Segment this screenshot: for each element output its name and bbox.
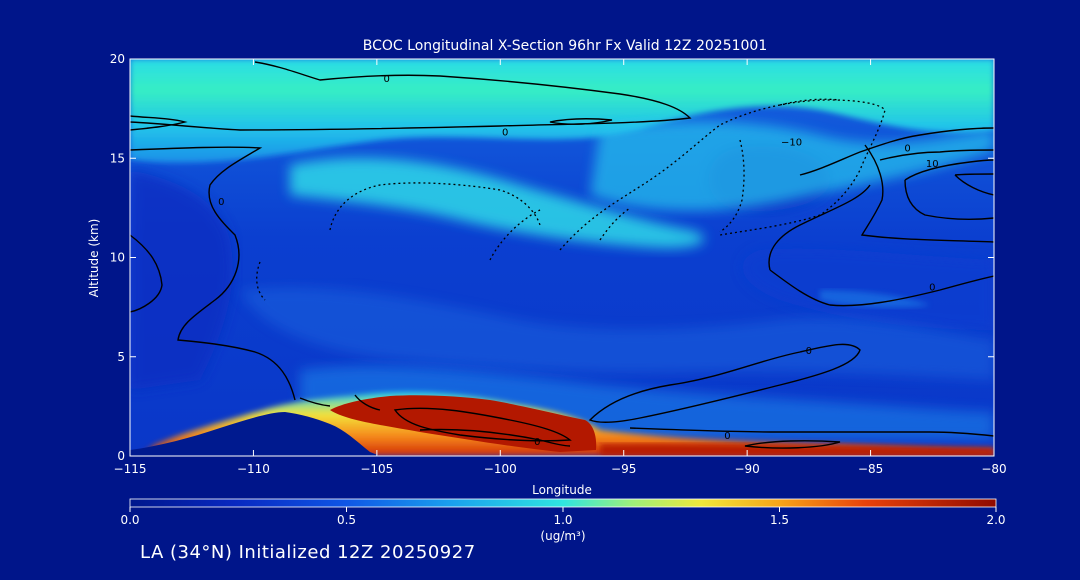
contour-label: 0 <box>806 346 812 357</box>
y-axis-label: Altitude (km) <box>87 219 101 298</box>
x-tick-label: −95 <box>611 462 636 476</box>
contour-line <box>588 343 861 423</box>
contour-line <box>549 117 613 125</box>
y-tick-label: 15 <box>110 151 125 165</box>
x-tick-label: −80 <box>981 462 1006 476</box>
contour-line <box>130 234 163 313</box>
colorbar-ramp <box>129 498 997 508</box>
contour-line <box>299 394 381 411</box>
contour-labels: 0 0 0 −10 0 10 0 0 0 0 <box>218 74 939 448</box>
contour-line <box>599 207 631 241</box>
contour-label: 0 <box>929 282 935 293</box>
colorbar-tick-label: 1.0 <box>553 513 572 527</box>
x-axis: −115 −110 −105 −100 −95 −90 −85 −80 <box>114 59 1007 476</box>
contour-line <box>329 182 541 231</box>
contour-label: −10 <box>781 137 802 148</box>
y-tick-label: 10 <box>110 251 125 265</box>
contour-line <box>130 146 296 401</box>
contour-line <box>130 115 188 131</box>
contour-line <box>559 99 886 251</box>
chart-title: BCOC Longitudinal X-Section 96hr Fx Vali… <box>363 38 767 54</box>
x-axis-label: Longitude <box>532 483 592 497</box>
y-tick-label: 5 <box>117 350 125 364</box>
x-tick-label: −110 <box>237 462 270 476</box>
contour-line <box>719 139 745 233</box>
contour-line <box>769 269 994 307</box>
colorbar-tick-label: 0.0 <box>120 513 139 527</box>
y-tick-label: 0 <box>117 449 125 463</box>
contour-line <box>744 440 841 449</box>
colorbar-tick-label: 2.0 <box>986 513 1005 527</box>
footer-initialized-text: LA (34°N) Initialized 12Z 20250927 <box>140 542 476 563</box>
contour-line <box>256 261 266 301</box>
x-tick-label: −100 <box>484 462 517 476</box>
colorbar-tick-label: 1.5 <box>770 513 789 527</box>
contour-label: 0 <box>904 143 910 154</box>
contour-line <box>768 184 871 271</box>
contour-line <box>799 127 994 176</box>
contour-line <box>393 407 572 442</box>
y-axis: 0 5 10 15 20 <box>110 52 994 463</box>
contour-line <box>489 209 541 261</box>
contour-line <box>860 144 994 243</box>
contour-lines <box>130 61 994 449</box>
contour-line <box>779 98 841 106</box>
x-tick-label: −115 <box>114 462 147 476</box>
contour-label: 0 <box>218 197 224 208</box>
contour-line <box>904 159 994 220</box>
contour-line <box>419 428 571 447</box>
contour-label: 0 <box>384 74 390 85</box>
colorbar: 0.0 0.5 1.0 1.5 2.0 (ug/m³) <box>120 498 1006 543</box>
y-tick-label: 20 <box>110 52 125 66</box>
heatmap-field <box>130 59 994 456</box>
x-tick-label: −105 <box>360 462 393 476</box>
x-tick-label: −85 <box>858 462 883 476</box>
dotted-contours <box>256 98 886 301</box>
contour-label: 0 <box>534 437 540 448</box>
contour-line <box>879 149 994 161</box>
contour-line <box>130 61 692 131</box>
colorbar-tick-label: 0.5 <box>337 513 356 527</box>
colorbar-ticks: 0.0 0.5 1.0 1.5 2.0 <box>120 507 1006 527</box>
contour-label: 10 <box>926 159 939 170</box>
x-tick-label: −90 <box>734 462 759 476</box>
contour-line <box>954 173 994 196</box>
colorbar-units: (ug/m³) <box>540 529 585 543</box>
contour-label: 0 <box>502 127 508 138</box>
contour-label: 0 <box>724 431 730 442</box>
contour-line <box>629 427 994 437</box>
